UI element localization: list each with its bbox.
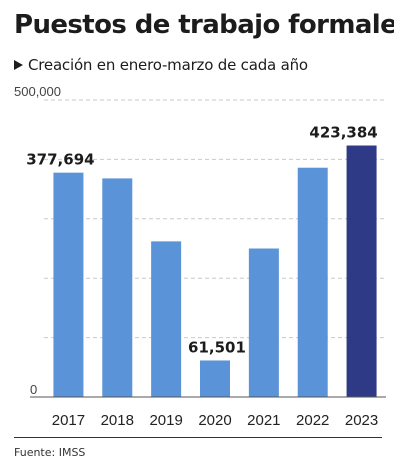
x-tick-label: 2020 (198, 412, 231, 429)
bar-2019 (151, 241, 182, 397)
bar-2021 (248, 248, 279, 397)
y-tick-label: 500,000 (14, 84, 61, 99)
chart-subtitle-text: Creación en enero-marzo de cada año (28, 56, 308, 74)
x-tick-label: 2018 (101, 412, 134, 429)
x-tick-label: 2019 (149, 412, 182, 429)
chart-title: Puestos de trabajo formales (14, 10, 394, 40)
data-label: 377,694 (26, 151, 94, 169)
x-tick-label: 2021 (247, 412, 280, 429)
y-tick-label: 0 (30, 382, 37, 397)
bar-2017 (53, 172, 84, 397)
source-note: Fuente: IMSS (14, 446, 86, 459)
gridlines (44, 99, 386, 339)
data-label: 61,501 (188, 338, 246, 356)
x-tick-label: 2022 (296, 412, 329, 429)
triangle-bullet-icon (14, 60, 23, 70)
footer-divider (14, 437, 382, 438)
x-tick-label: 2023 (345, 412, 378, 429)
bar-2022 (297, 167, 328, 397)
bar-2020 (200, 360, 230, 397)
chart-subtitle: Creación en enero-marzo de cada año (14, 56, 308, 74)
bars (53, 145, 377, 397)
bar-2023 (346, 145, 377, 397)
bar-2018 (102, 178, 133, 397)
data-label: 423,384 (309, 124, 377, 142)
x-tick-label: 2017 (52, 412, 85, 429)
